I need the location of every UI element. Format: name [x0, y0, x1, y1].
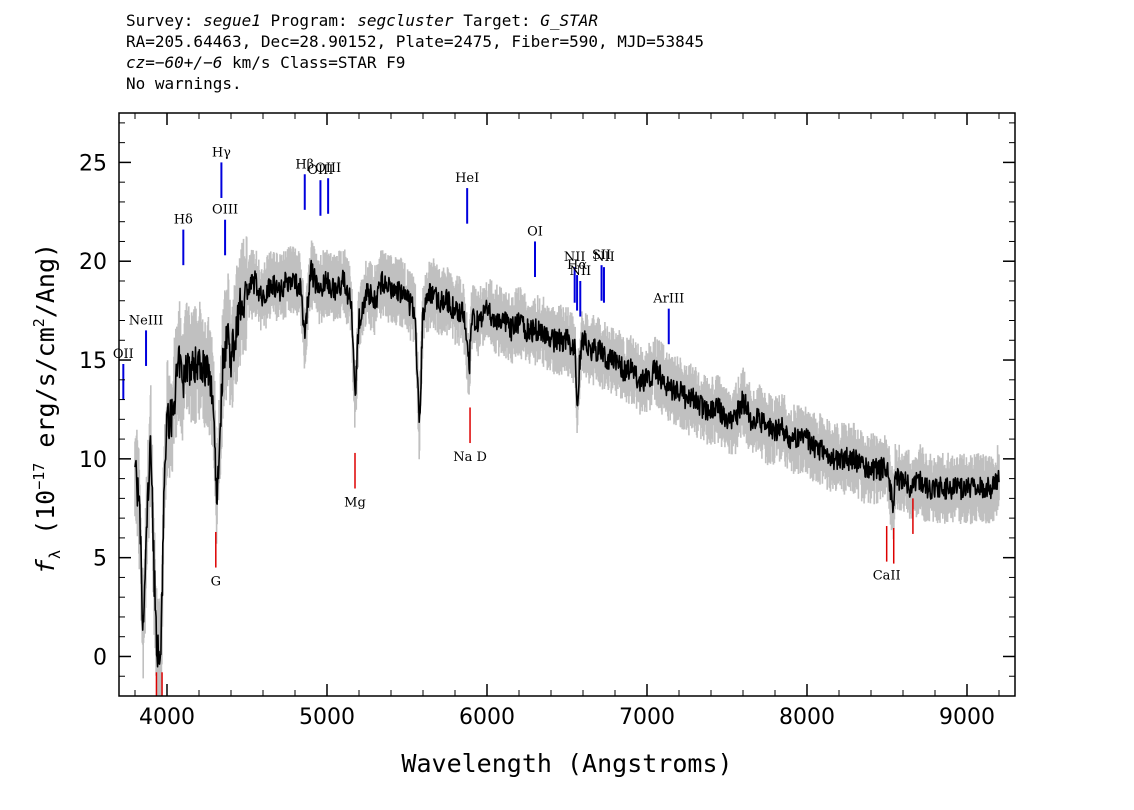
y-tick-label: 20: [79, 250, 107, 275]
cz-value: =−60+/−6: [145, 53, 223, 72]
x-tick-label: 4000: [139, 705, 195, 730]
emission-line-label: Hγ: [212, 145, 231, 160]
x-tick-label: 5000: [299, 705, 355, 730]
emission-line-label: Hβ: [295, 157, 314, 172]
y-label-exp1: −17: [30, 463, 48, 490]
emission-line-label: Hδ: [174, 213, 193, 228]
spectral-lines-layer: OIINeIIIHδHγOIIIHβOIIIOIIIHeIOINIIHαNIIS…: [113, 145, 914, 696]
header-line-4: No warnings.: [126, 74, 242, 93]
emission-line-label: OIII: [212, 203, 238, 218]
absorption-line-label: Na D: [453, 450, 487, 465]
flux-series-line: [134, 259, 1000, 668]
x-axis-label: Wavelength (Angstroms): [401, 749, 732, 778]
target-key: Target:: [463, 11, 531, 30]
absorption-line-label: G: [211, 575, 221, 590]
absorption-line-label: Mg: [344, 495, 366, 510]
emission-line-label: NII: [569, 264, 591, 279]
emission-line-label: Hα: [567, 258, 587, 273]
target-value: G_STAR: [540, 11, 599, 30]
x-tick-label: 7000: [619, 705, 675, 730]
absorption-line-label: CaII: [873, 569, 901, 584]
emission-line-label: NII: [593, 250, 615, 265]
y-tick-label: 25: [79, 151, 107, 176]
emission-line-label: OIII: [315, 161, 341, 176]
emission-line-label: OII: [113, 347, 134, 362]
y-tick-label: 5: [93, 547, 107, 572]
emission-line-label: OIII: [307, 163, 333, 178]
cz-unit-class: km/s Class=STAR F9: [222, 53, 406, 72]
y-label-exp2: 2: [30, 318, 48, 327]
y-label-sub: λ: [46, 550, 64, 559]
header-line-1: Survey: segue1 Program: segcluster Targe…: [126, 10, 704, 31]
emission-line-label: NII: [564, 250, 586, 265]
y-tick-label: 10: [79, 448, 107, 473]
y-tick-label: 15: [79, 349, 107, 374]
header-line-2: RA=205.64463, Dec=28.90152, Plate=2475, …: [126, 32, 704, 51]
flux-layer: [134, 259, 1000, 668]
axes-layer: 4000 5000 6000 7000 8000 9000 0 5 10 15 20 25: [79, 112, 1016, 730]
emission-line-label: ArIII: [652, 292, 684, 307]
emission-line-label: NeIII: [129, 313, 163, 328]
y-axis-label: fλ (10−17 erg/s/cm2/Ang): [30, 243, 64, 574]
emission-line-label: SII: [592, 248, 611, 263]
program-key: Program:: [270, 11, 348, 30]
y-label-post: /Ang): [31, 243, 60, 318]
emission-line-label: OI: [527, 224, 543, 239]
survey-key: Survey:: [126, 11, 194, 30]
program-value: segcluster: [357, 11, 454, 30]
x-tick-label: 6000: [459, 705, 515, 730]
x-tick-label: 9000: [939, 705, 995, 730]
y-label-pre: (10: [31, 490, 60, 550]
y-label-mid: erg/s/cm: [31, 327, 60, 462]
x-tick-label: 8000: [779, 705, 835, 730]
y-label-f: f: [31, 558, 60, 574]
header-line-3: cz=−60+/−6 km/s Class=STAR F9: [126, 52, 704, 73]
emission-line-label: HeI: [455, 171, 479, 186]
plot-frame: [118, 112, 1016, 697]
cz-key: cz: [126, 53, 146, 72]
survey-value: segue1: [203, 11, 261, 30]
spectrum-header: Survey: segue1 Program: segcluster Targe…: [126, 10, 704, 94]
y-tick-label: 0: [93, 645, 107, 670]
